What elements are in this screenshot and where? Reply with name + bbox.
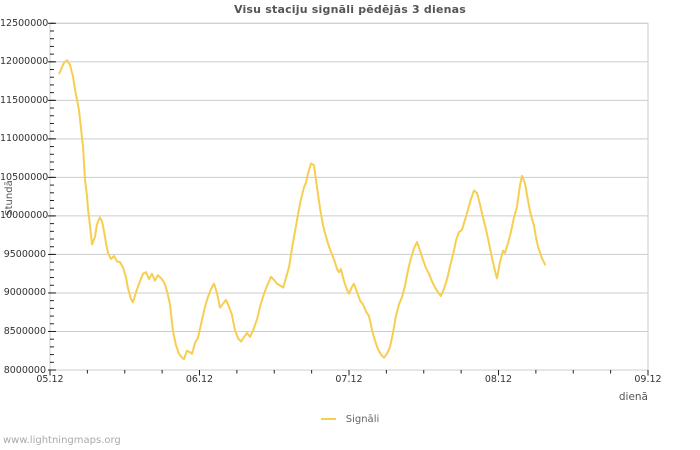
watermark: www.lightningmaps.org	[3, 435, 121, 446]
x-tick-label: 09.12	[634, 374, 662, 385]
y-tick-label: 12000000	[0, 56, 49, 68]
y-tick-label: 12500000	[0, 17, 49, 29]
y-tick-label: 8500000	[3, 325, 46, 337]
legend-line-swatch	[320, 418, 336, 420]
y-tick-label: 9000000	[3, 287, 46, 299]
plot-border	[49, 22, 649, 371]
x-tick-label: 05.12	[36, 374, 64, 385]
x-axis-label: dienā	[618, 391, 648, 403]
y-tick-label: 10500000	[0, 171, 49, 183]
chart-title: Visu staciju signāli pēdējās 3 dienas	[233, 3, 467, 16]
y-tick-label: 11500000	[0, 94, 49, 106]
x-tick-label: 06.12	[185, 374, 214, 385]
y-tick-label: 9500000	[3, 248, 46, 260]
y-tick-label: 10000000	[0, 210, 49, 222]
signals-line	[58, 59, 546, 361]
x-tick-label: 07.12	[335, 374, 363, 385]
legend: Signāli	[0, 412, 700, 426]
y-tick-label: 8000000	[3, 364, 46, 376]
x-tick-label: 08.12	[484, 374, 513, 385]
y-tick-label: 11000000	[0, 133, 49, 145]
legend-label: Signāli	[345, 413, 380, 425]
